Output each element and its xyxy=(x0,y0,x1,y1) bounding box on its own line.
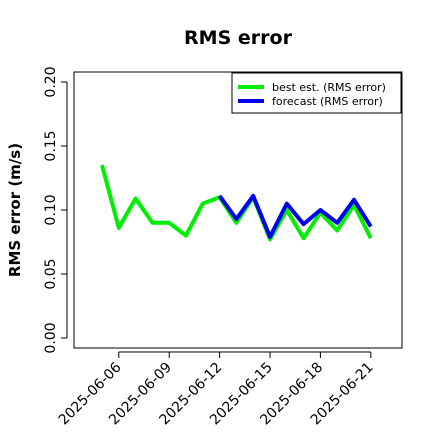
series-line-forecast xyxy=(217,193,373,239)
y-tick-label: 0.05 xyxy=(43,258,59,289)
legend-box xyxy=(231,72,402,114)
y-tick-label: 0.15 xyxy=(43,130,59,161)
series-line-best-est xyxy=(100,164,373,242)
y-axis: 0.00 0.05 0.10 0.15 0.20 xyxy=(43,66,68,354)
y-tick-label: 0.20 xyxy=(43,66,59,97)
x-axis: 2025-06-062025-06-092025-06-122025-06-15… xyxy=(56,351,377,428)
series-layer xyxy=(100,164,373,242)
legend-label-best-est: best est. (RMS error) xyxy=(272,81,386,94)
y-tick-label: 0.10 xyxy=(43,194,59,225)
legend-label-forecast: forecast (RMS error) xyxy=(272,95,383,108)
y-axis-label: RMS error (m/s) xyxy=(6,143,24,277)
plot-area xyxy=(73,71,403,349)
chart-title: RMS error xyxy=(184,27,293,49)
y-tick-label: 0.00 xyxy=(43,322,59,353)
legend: best est. (RMS error) forecast (RMS erro… xyxy=(231,72,402,114)
